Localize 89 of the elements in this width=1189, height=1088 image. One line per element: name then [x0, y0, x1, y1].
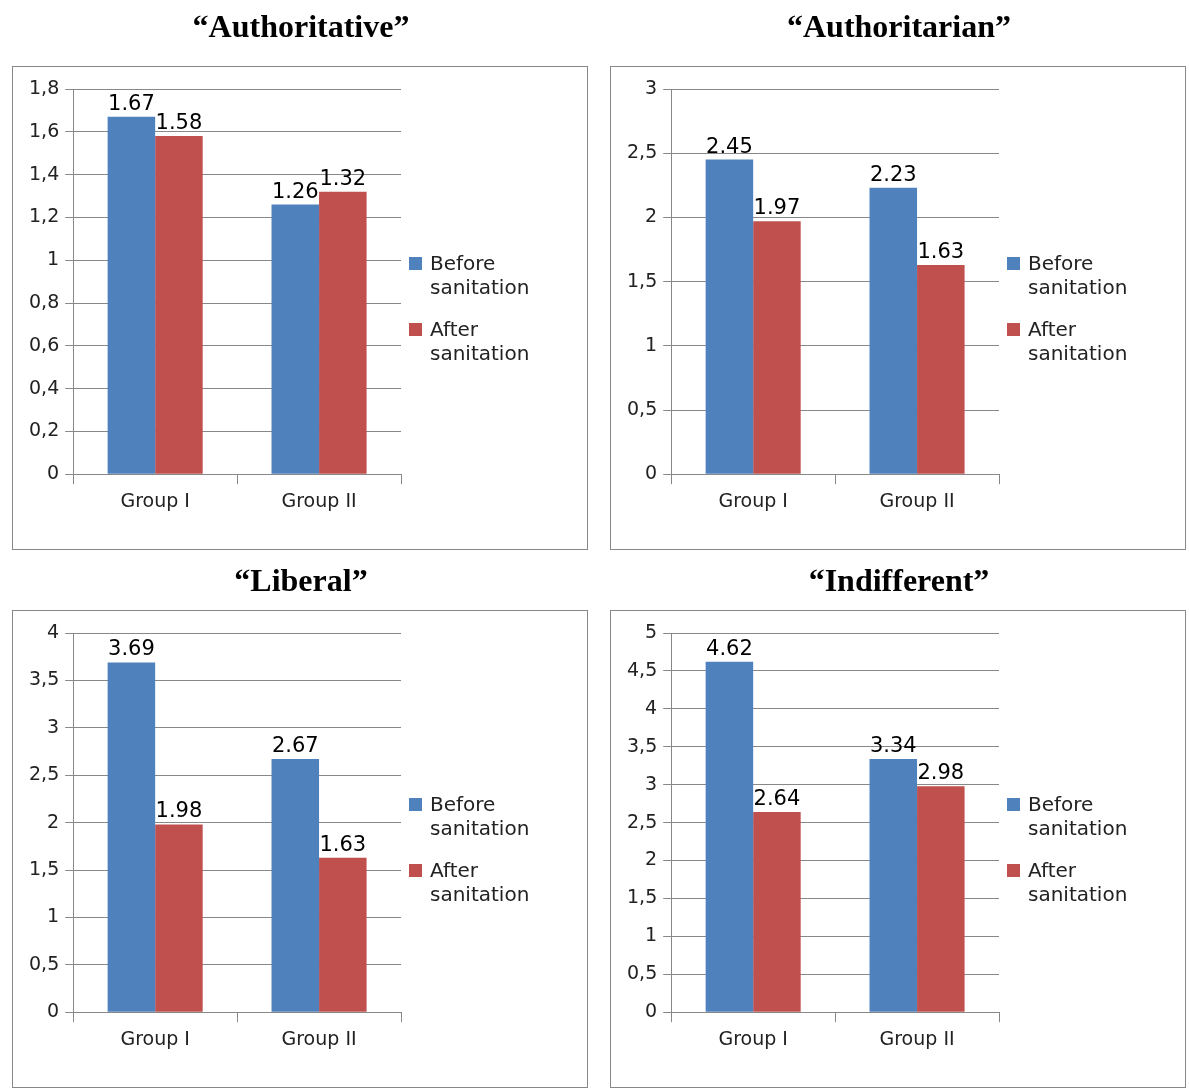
y-tick-label: 1,5: [627, 885, 658, 908]
y-tick-label: 1,8: [29, 75, 60, 98]
chart-title: “Authoritarian”: [786, 8, 1012, 45]
y-tick-label: 0,8: [29, 289, 60, 312]
data-label: 4.62: [706, 635, 753, 660]
bar: [155, 136, 203, 474]
y-tick-label: 3,5: [627, 733, 658, 756]
chart-title: “Indifferent”: [807, 562, 991, 599]
legend-label: Before sanitation: [1028, 792, 1129, 840]
data-label: 2.64: [753, 785, 801, 810]
y-tick-label: 0: [645, 461, 658, 484]
data-label: 1.67: [108, 90, 155, 115]
y-tick-label: 0: [47, 999, 60, 1022]
bar: [271, 204, 320, 474]
bar: [107, 662, 156, 1012]
y-tick-label: 4,5: [627, 657, 658, 680]
y-tick-label: 5: [645, 619, 658, 642]
y-tick-label: 2: [645, 847, 658, 870]
bar: [753, 811, 801, 1012]
data-label: 3.69: [108, 636, 155, 661]
y-tick-label: 0,2: [29, 418, 60, 441]
bar: [869, 187, 918, 474]
data-label: 1.58: [155, 110, 203, 135]
legend-label: Before sanitation: [1028, 251, 1129, 299]
y-tick-label: 1,6: [29, 118, 60, 141]
y-tick-label: 2,5: [627, 809, 658, 832]
x-tick-label: Group I: [718, 1026, 788, 1049]
y-tick-label: 2,5: [29, 762, 60, 785]
x-tick-label: Group II: [281, 1026, 357, 1049]
data-label: 1.26: [271, 178, 319, 203]
y-tick-label: 0,5: [627, 961, 658, 984]
data-label: 3.34: [869, 732, 917, 757]
bar: [271, 759, 320, 1012]
y-tick-label: 0: [47, 461, 60, 484]
legend-label: Before sanitation: [430, 251, 531, 299]
bar: [319, 857, 367, 1012]
data-label: 2.23: [869, 161, 917, 186]
y-tick-label: 0: [645, 999, 658, 1022]
data-label: 1.32: [319, 165, 367, 190]
y-tick-label: 4: [47, 619, 60, 642]
chart-title: “Liberal”: [233, 562, 369, 599]
bar: [107, 116, 156, 474]
y-tick-label: 1: [645, 332, 658, 355]
y-tick-label: 1,5: [29, 856, 60, 879]
y-tick-label: 0,5: [627, 396, 658, 419]
y-tick-label: 3: [645, 75, 658, 98]
legend-label: After sanitation: [1028, 858, 1129, 906]
x-tick-label: Group I: [718, 488, 788, 511]
data-label: 2.45: [706, 133, 753, 158]
legend-label: After sanitation: [430, 858, 531, 906]
data-label: 1.63: [917, 238, 965, 263]
legend-label: After sanitation: [1028, 317, 1129, 365]
y-tick-label: 1,5: [627, 268, 658, 291]
y-tick-label: 1,4: [29, 161, 60, 184]
x-tick-label: Group I: [120, 488, 190, 511]
data-label: 1.63: [319, 831, 367, 856]
bar: [155, 824, 203, 1012]
legend-label: After sanitation: [430, 317, 531, 365]
y-tick-label: 0,5: [29, 951, 60, 974]
bar: [705, 661, 754, 1012]
x-tick-label: Group II: [879, 1026, 955, 1049]
y-tick-label: 2: [645, 204, 658, 227]
bar: [705, 159, 754, 474]
y-tick-label: 3,5: [29, 667, 60, 690]
y-tick-label: 3: [645, 771, 658, 794]
data-label: 2.67: [271, 733, 319, 758]
y-tick-label: 2,5: [627, 140, 658, 163]
y-tick-label: 1: [47, 904, 60, 927]
y-tick-label: 1,2: [29, 204, 60, 227]
y-tick-label: 3: [47, 714, 60, 737]
y-tick-label: 0,4: [29, 375, 60, 398]
bar: [869, 758, 918, 1012]
x-tick-label: Group II: [281, 488, 357, 511]
data-label: 2.98: [917, 760, 965, 785]
y-tick-label: 1: [645, 923, 658, 946]
legend-label: Before sanitation: [430, 792, 531, 840]
y-tick-label: 4: [645, 695, 658, 718]
bar: [319, 191, 367, 474]
data-label: 1.97: [753, 195, 801, 220]
chart-title: “Authoritative”: [191, 8, 411, 45]
y-tick-label: 1: [47, 247, 60, 270]
x-tick-label: Group I: [120, 1026, 190, 1049]
x-tick-label: Group II: [879, 488, 955, 511]
bar: [917, 264, 965, 474]
bar: [753, 221, 801, 474]
y-tick-label: 0,6: [29, 332, 60, 355]
y-tick-label: 2: [47, 809, 60, 832]
bar: [917, 786, 965, 1012]
data-label: 1.98: [155, 798, 203, 823]
